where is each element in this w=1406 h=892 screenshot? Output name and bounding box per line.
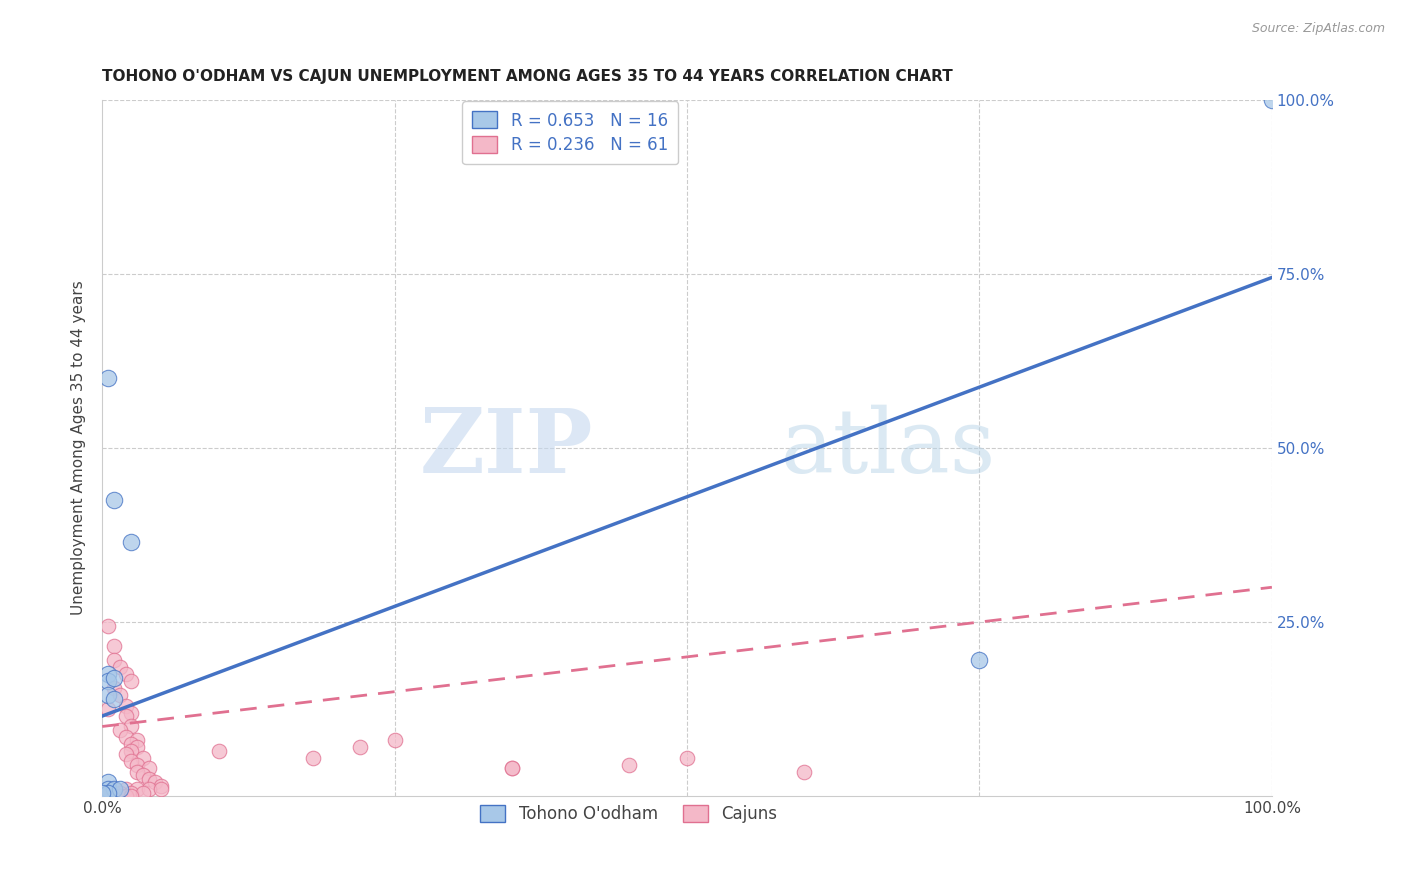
Point: [301, 751, 323, 765]
Point: [501, 761, 523, 775]
Point: [97, 786, 120, 800]
Point: [97, 674, 120, 689]
Point: [108, 660, 131, 674]
Point: [108, 782, 131, 797]
Point: [127, 740, 149, 755]
Point: [114, 782, 136, 797]
Point: [114, 730, 136, 744]
Point: [97, 775, 120, 789]
Point: [97, 688, 120, 702]
Y-axis label: Unemployment Among Ages 35 to 44 years: Unemployment Among Ages 35 to 44 years: [72, 281, 86, 615]
Point: [114, 709, 136, 723]
Point: [91, 789, 114, 803]
Point: [108, 723, 131, 737]
Point: [120, 786, 142, 800]
Point: [91, 788, 114, 802]
Point: [108, 688, 131, 702]
Point: [91, 789, 114, 803]
Point: [120, 719, 142, 733]
Point: [103, 786, 125, 800]
Point: [138, 782, 160, 797]
Point: [149, 782, 172, 797]
Text: Source: ZipAtlas.com: Source: ZipAtlas.com: [1251, 22, 1385, 36]
Point: [120, 737, 142, 751]
Point: [120, 674, 142, 689]
Point: [120, 535, 142, 549]
Point: [138, 761, 160, 775]
Point: [120, 744, 142, 758]
Point: [103, 691, 125, 706]
Point: [143, 775, 166, 789]
Point: [127, 764, 149, 779]
Point: [103, 493, 125, 508]
Point: [114, 789, 136, 803]
Point: [91, 786, 114, 800]
Point: [97, 371, 120, 385]
Point: [97, 786, 120, 800]
Point: [97, 782, 120, 797]
Point: [127, 733, 149, 747]
Point: [103, 789, 125, 803]
Point: [97, 702, 120, 716]
Point: [969, 653, 991, 667]
Point: [108, 789, 131, 803]
Text: atlas: atlas: [780, 404, 995, 491]
Point: [97, 789, 120, 803]
Point: [149, 779, 172, 793]
Point: [120, 706, 142, 720]
Point: [97, 787, 120, 801]
Text: TOHONO O'ODHAM VS CAJUN UNEMPLOYMENT AMONG AGES 35 TO 44 YEARS CORRELATION CHART: TOHONO O'ODHAM VS CAJUN UNEMPLOYMENT AMO…: [103, 69, 953, 84]
Point: [103, 671, 125, 685]
Point: [103, 782, 125, 797]
Point: [617, 757, 640, 772]
Point: [384, 733, 406, 747]
Point: [97, 618, 120, 632]
Point: [1261, 93, 1284, 107]
Point: [103, 653, 125, 667]
Point: [127, 757, 149, 772]
Point: [793, 764, 815, 779]
Point: [208, 744, 231, 758]
Point: [103, 782, 125, 797]
Point: [120, 754, 142, 768]
Point: [97, 789, 120, 803]
Point: [91, 787, 114, 801]
Point: [103, 681, 125, 696]
Point: [127, 782, 149, 797]
Point: [114, 698, 136, 713]
Point: [138, 772, 160, 786]
Point: [108, 786, 131, 800]
Point: [114, 667, 136, 681]
Text: ZIP: ZIP: [420, 405, 593, 491]
Point: [132, 786, 155, 800]
Point: [91, 786, 114, 800]
Point: [114, 747, 136, 762]
Point: [120, 789, 142, 803]
Point: [349, 740, 371, 755]
Point: [97, 788, 120, 802]
Point: [132, 751, 155, 765]
Point: [97, 667, 120, 681]
Legend: Tohono O'odham, Cajuns: Tohono O'odham, Cajuns: [470, 795, 787, 833]
Point: [103, 640, 125, 654]
Point: [132, 768, 155, 782]
Point: [501, 761, 523, 775]
Point: [676, 751, 699, 765]
